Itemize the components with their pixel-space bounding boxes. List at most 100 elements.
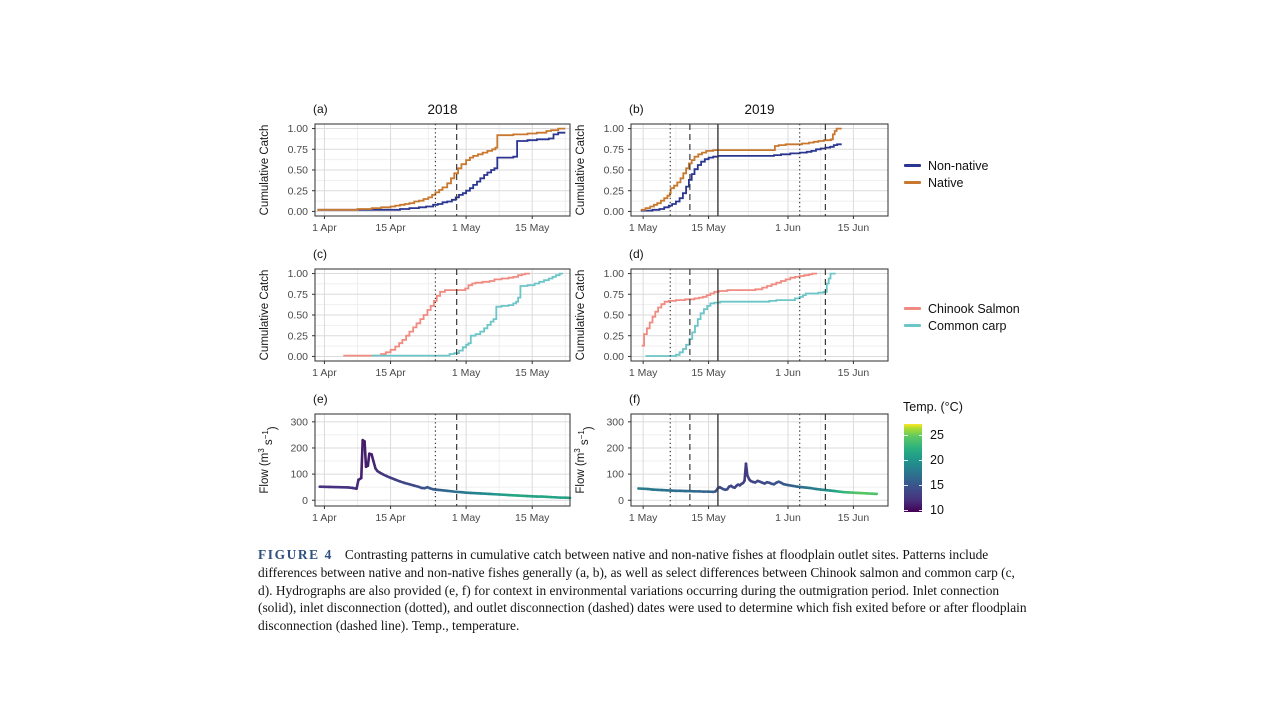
- legend-item-common-carp: Common carp: [904, 317, 1020, 334]
- y-tick-label: 0.50: [288, 310, 309, 322]
- colorbar-tick-mark: [904, 434, 908, 437]
- panel-e: 1 Apr 15 Apr 1 May 15 May 0 100 200 300 (e) Flow …: [257, 387, 576, 533]
- y-tick-label: 0.00: [604, 206, 625, 218]
- x-tick-label: 15 May: [515, 222, 550, 234]
- x-tick-label: 1 May: [452, 512, 481, 524]
- panel-f-chart: 1 May 15 May 1 Jun 15 Jun 0 100 200 300 (f) Flow …: [573, 392, 889, 524]
- x-tick-label: 15 Jun: [838, 367, 870, 379]
- y-tick-label: 0: [618, 495, 624, 507]
- x-tick-label: 1 Jun: [775, 512, 801, 524]
- y-tick-label: 0.75: [604, 289, 625, 301]
- x-tick-label: 15 May: [691, 512, 726, 524]
- colorbar-tick-mark: [918, 459, 922, 462]
- series-common-carp: [645, 272, 836, 357]
- series-non-native: [640, 143, 842, 212]
- temperature-colorbar-ticks: 25 20 15 10: [930, 424, 970, 517]
- x-tick-label: 15 May: [691, 367, 726, 379]
- x-tick-label: 1 Apr: [312, 367, 337, 379]
- y-tick-label: 0.75: [288, 144, 309, 156]
- panel-c: 1 Apr 15 Apr 1 May 15 May 0.00 0.25 0.50 0.75 1.…: [257, 242, 576, 388]
- series-native: [317, 127, 566, 211]
- x-tick-label: 15 Apr: [375, 512, 406, 524]
- x-tick-label: 15 Apr: [375, 367, 406, 379]
- panel-tag: (a): [313, 102, 328, 116]
- legend-label: Chinook Salmon: [928, 301, 1020, 316]
- panel-tag: (c): [313, 247, 327, 261]
- y-tick-label: 200: [290, 443, 308, 455]
- panel-c-chart: 1 Apr 15 Apr 1 May 15 May 0.00 0.25 0.50 0.75 1.…: [259, 247, 571, 379]
- y-tick-label: 200: [606, 443, 624, 455]
- y-tick-label: 100: [290, 469, 308, 481]
- series-flow: [318, 438, 572, 500]
- colorbar-tick-mark: [918, 434, 922, 437]
- colorbar-tick-mark: [918, 509, 922, 511]
- x-tick-label: 1 Jun: [775, 222, 801, 234]
- panel-f: 1 May 15 May 1 Jun 15 Jun 0 100 200 300 (f) Flow …: [573, 387, 894, 533]
- legend-item-non-native: Non-native: [904, 157, 988, 174]
- series-chinook-salmon: [343, 272, 530, 357]
- temperature-colorbar: [904, 424, 922, 512]
- x-tick-label: 1 May: [629, 367, 658, 379]
- legend-origin: Non-native Native: [904, 157, 988, 191]
- colorbar-tick-mark: [904, 509, 908, 511]
- legend-label: Common carp: [928, 318, 1007, 333]
- y-axis-title: Cumulative Catch: [259, 125, 271, 216]
- x-tick-label: 15 Apr: [375, 222, 406, 234]
- figure-caption-label: FIGURE 4: [258, 547, 333, 562]
- legend-species: Chinook Salmon Common carp: [904, 300, 1020, 334]
- colorbar-tick-mark: [918, 484, 922, 487]
- y-axis-title: Flow (m3​ s−1​): [573, 426, 595, 493]
- legend-label: Non-native: [928, 158, 989, 173]
- common-carp-line-swatch: [904, 324, 921, 327]
- temperature-tick-label: 10: [930, 502, 944, 517]
- y-tick-label: 0.25: [288, 185, 309, 197]
- panel-tag: (d): [629, 247, 644, 261]
- y-tick-label: 0.00: [288, 351, 309, 363]
- figure-caption-text: Contrasting patterns in cumulative catch…: [258, 547, 1027, 634]
- y-tick-label: 1.00: [288, 268, 309, 280]
- x-tick-label: 15 Jun: [838, 222, 870, 234]
- temperature-colorbar-title: Temp. (°C): [903, 400, 963, 414]
- series-chinook-salmon: [641, 272, 817, 347]
- legend-label: Native: [928, 175, 964, 190]
- x-tick-label: 1 May: [629, 222, 658, 234]
- x-tick-label: 15 Jun: [838, 512, 870, 524]
- y-tick-label: 0.00: [288, 206, 309, 218]
- x-tick-label: 1 Apr: [312, 222, 337, 234]
- y-tick-label: 1.00: [604, 268, 625, 280]
- panel-e-chart: 1 Apr 15 Apr 1 May 15 May 0 100 200 300 (e) Flow …: [257, 392, 572, 524]
- panel-tag: (b): [629, 102, 644, 116]
- x-tick-label: 1 May: [452, 367, 481, 379]
- y-tick-label: 300: [606, 416, 624, 428]
- y-tick-label: 0.75: [288, 289, 309, 301]
- temperature-tick-label: 15: [930, 477, 944, 492]
- x-tick-label: 1 May: [629, 512, 658, 524]
- native-line-swatch: [904, 181, 921, 184]
- panel-a-chart: 1 Apr 15 Apr 1 May 15 May 0.00 0.25 0.50 0.75 1.…: [259, 102, 571, 234]
- figure-caption: FIGURE 4 Contrasting patterns in cumulati…: [258, 546, 1030, 635]
- chinook-salmon-line-swatch: [904, 307, 921, 310]
- series-native: [640, 127, 842, 211]
- y-axis-title: Cumulative Catch: [259, 270, 271, 361]
- y-tick-label: 1.00: [288, 123, 309, 135]
- panel-tag: (e): [313, 392, 328, 406]
- y-tick-label: 0: [302, 495, 308, 507]
- panel-a: 1 Apr 15 Apr 1 May 15 May 0.00 0.25 0.50 0.75 1.…: [257, 97, 576, 243]
- y-tick-label: 0.25: [604, 330, 625, 342]
- y-tick-label: 1.00: [604, 123, 625, 135]
- y-tick-label: 100: [606, 469, 624, 481]
- series-non-native: [317, 131, 566, 211]
- y-tick-label: 0.50: [604, 165, 625, 177]
- y-tick-label: 0.50: [288, 165, 309, 177]
- x-tick-label: 1 Jun: [775, 367, 801, 379]
- y-tick-label: 0.00: [604, 351, 625, 363]
- x-tick-label: 1 May: [452, 222, 481, 234]
- column-title: 2019: [744, 102, 774, 117]
- colorbar-tick-mark: [904, 459, 908, 462]
- y-tick-label: 300: [290, 416, 308, 428]
- y-tick-label: 0.25: [288, 330, 309, 342]
- x-tick-label: 1 Apr: [312, 512, 337, 524]
- column-title: 2018: [427, 102, 457, 117]
- panel-tag: (f): [629, 392, 640, 406]
